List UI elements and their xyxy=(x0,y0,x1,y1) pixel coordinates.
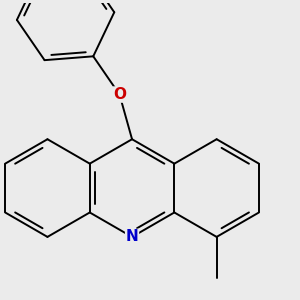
Text: O: O xyxy=(113,87,126,102)
Text: N: N xyxy=(126,230,138,244)
